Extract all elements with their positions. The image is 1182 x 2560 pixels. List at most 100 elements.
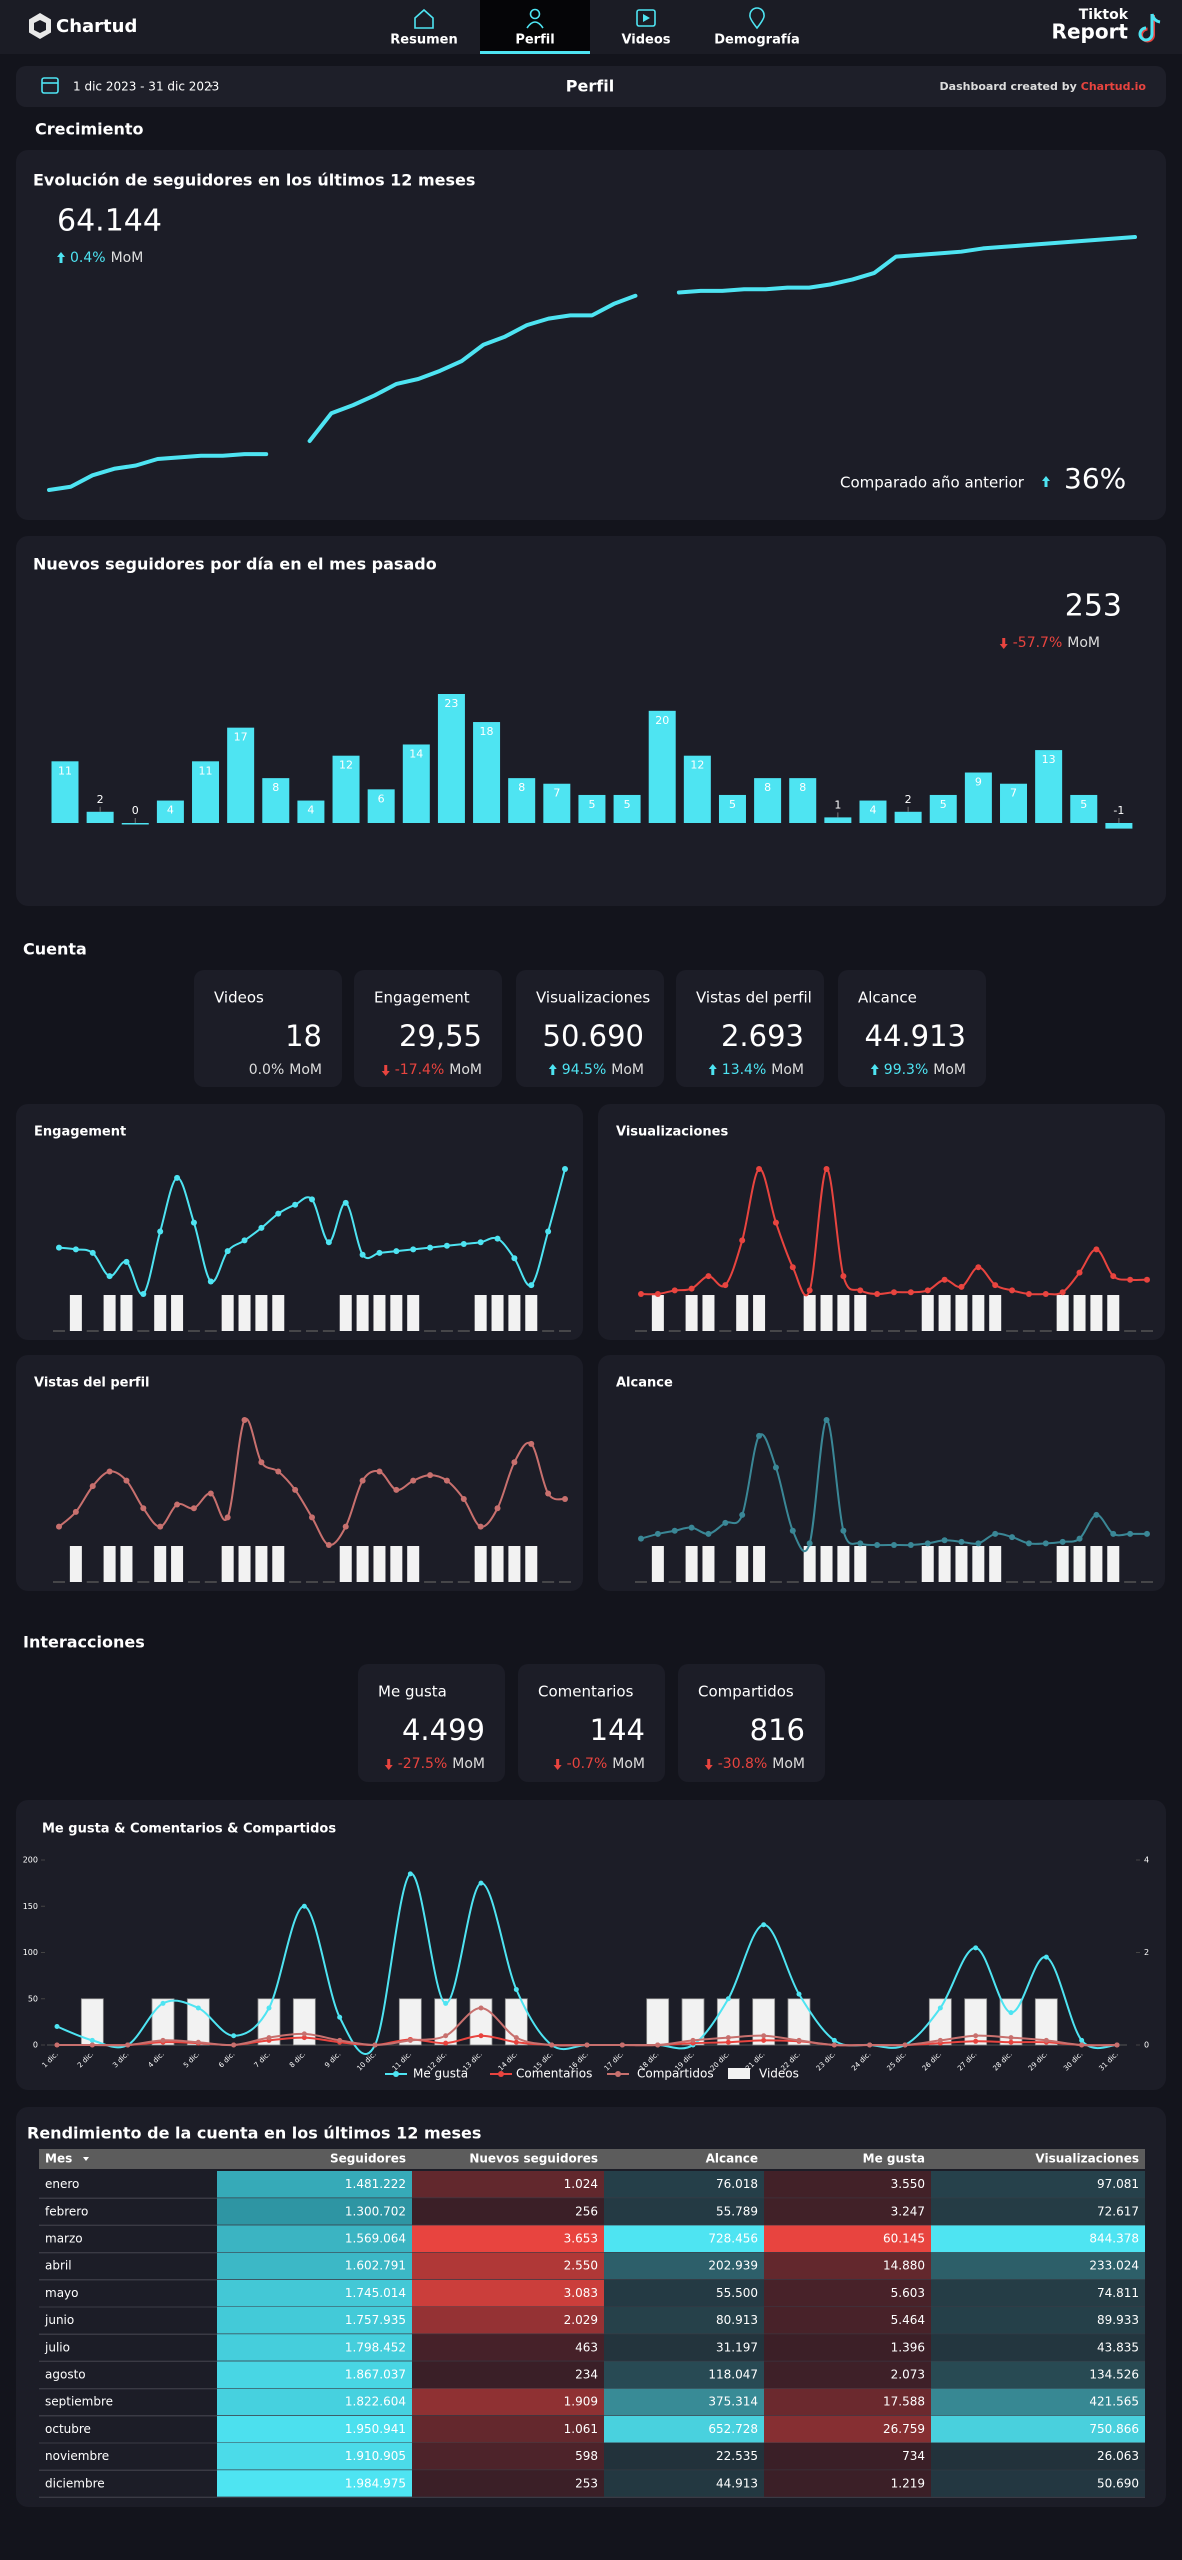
credit-brand[interactable]: Chartud.io	[1081, 80, 1147, 93]
video-bar	[272, 1295, 285, 1331]
nav-tab[interactable]: Videos	[621, 33, 670, 48]
series-point	[513, 1987, 519, 1992]
legend-label[interactable]: Comentarios	[516, 2067, 592, 2081]
kpi-card	[518, 1664, 665, 1782]
kpi-card	[678, 1664, 825, 1782]
video-bar	[1107, 1546, 1120, 1582]
value-cell: 89.933	[1097, 2313, 1139, 2327]
metric-point	[174, 1174, 181, 1181]
metric-point	[56, 1244, 62, 1251]
column-header[interactable]: Mes	[45, 2152, 72, 2166]
series-point	[973, 2038, 979, 2044]
series-point	[655, 2042, 661, 2048]
video-bar	[972, 1295, 985, 1331]
change-unit: MoM	[772, 1756, 805, 1772]
section-title: Crecimiento	[35, 120, 144, 139]
video-bar	[803, 1295, 816, 1331]
metric-point	[342, 1523, 349, 1530]
series-point	[301, 1903, 307, 1909]
heat-cell	[217, 2470, 412, 2498]
new-followers-panel	[16, 536, 1166, 906]
metric-point	[739, 1237, 746, 1244]
series-point	[407, 2037, 413, 2043]
heat-cell	[764, 2307, 931, 2335]
column-header[interactable]: Alcance	[706, 2152, 758, 2166]
video-bar	[356, 1546, 369, 1582]
video-bar	[257, 1998, 281, 2046]
date-range[interactable]: 1 dic 2023 - 31 dic 2023	[73, 80, 219, 94]
videos-icon-play	[643, 14, 650, 22]
metric-point	[325, 1239, 332, 1246]
series-point	[796, 1991, 802, 1997]
series-point	[831, 2037, 837, 2043]
metric-point	[106, 1273, 113, 1280]
metric-point	[157, 1228, 164, 1235]
nav-tab[interactable]: Resumen	[390, 33, 457, 48]
nav-tab[interactable]: Demografía	[714, 33, 799, 48]
bar-value-label: 5	[729, 798, 736, 811]
video-bar	[989, 1295, 1002, 1331]
value-cell: 97.081	[1097, 2177, 1139, 2191]
metric-point	[907, 1542, 914, 1548]
metric-point	[56, 1523, 62, 1530]
change-value: -27.5%	[398, 1756, 448, 1772]
column-header[interactable]: Seguidores	[330, 2152, 406, 2166]
bar	[789, 778, 817, 823]
video-bar	[103, 1546, 116, 1582]
value-cell: 652.728	[708, 2422, 758, 2436]
metric-point	[789, 1264, 796, 1271]
video-bar	[339, 1546, 352, 1582]
video-bar	[1056, 1295, 1069, 1331]
series-point	[54, 2042, 60, 2048]
metric-point	[722, 1519, 729, 1526]
legend-label[interactable]: Videos	[759, 2067, 799, 2081]
series-point	[54, 2024, 60, 2029]
video-bar	[921, 1546, 934, 1582]
heat-cell	[604, 2198, 764, 2226]
kpi-label: Alcance	[858, 989, 917, 1007]
legend-marker-dot[interactable]	[393, 2071, 399, 2077]
sort-icon[interactable]	[83, 2157, 89, 2161]
series-point	[1043, 1954, 1049, 1960]
legend-marker-dot[interactable]	[615, 2071, 621, 2077]
value-cell: 1.481.222	[345, 2177, 406, 2191]
bar-value-label: 18	[480, 725, 494, 738]
metric-point	[823, 1166, 830, 1172]
change-unit: MoM	[611, 1062, 644, 1078]
legend-marker[interactable]	[728, 2068, 750, 2079]
value-cell: 1.984.975	[345, 2476, 406, 2490]
metric-point	[891, 1542, 897, 1548]
legend-label[interactable]: Compartidos	[637, 2067, 714, 2081]
metric-point	[1076, 1535, 1083, 1542]
metric-point	[157, 1523, 164, 1530]
series-point	[1008, 2035, 1014, 2041]
value-cell: 1.950.941	[345, 2422, 406, 2436]
column-header[interactable]: Visualizaciones	[1035, 2152, 1139, 2166]
y-tick-label: 50	[28, 1994, 38, 2003]
legend-label[interactable]: Me gusta	[413, 2067, 468, 2081]
metric-point	[393, 1486, 400, 1493]
nav-tab[interactable]: Perfil	[515, 33, 554, 48]
video-bar	[1073, 1546, 1086, 1582]
metric-point	[123, 1477, 130, 1484]
heat-cell	[764, 2470, 931, 2498]
trend-arrow	[57, 252, 65, 263]
bar	[297, 800, 325, 823]
metric-point	[562, 1166, 568, 1172]
dropdown-arrow[interactable]	[209, 85, 213, 88]
metric-point	[258, 1224, 265, 1231]
legend-marker-dot[interactable]	[498, 2071, 504, 2077]
column-header[interactable]: Me gusta	[863, 2152, 925, 2166]
kpi-label: Vistas del perfil	[696, 989, 812, 1007]
heat-cell	[764, 2252, 931, 2280]
value-cell: 14.880	[883, 2259, 925, 2273]
video-bar	[955, 1546, 968, 1582]
change-unit: MoM	[289, 1062, 322, 1078]
kpi-label: Me gusta	[378, 1683, 447, 1701]
metric-point	[309, 1196, 315, 1203]
series-point	[513, 2035, 519, 2041]
value-cell: 26.063	[1097, 2449, 1139, 2463]
metric-point	[528, 1282, 535, 1289]
followers-line	[47, 235, 1137, 492]
column-header[interactable]: Nuevos seguidores	[469, 2152, 598, 2166]
